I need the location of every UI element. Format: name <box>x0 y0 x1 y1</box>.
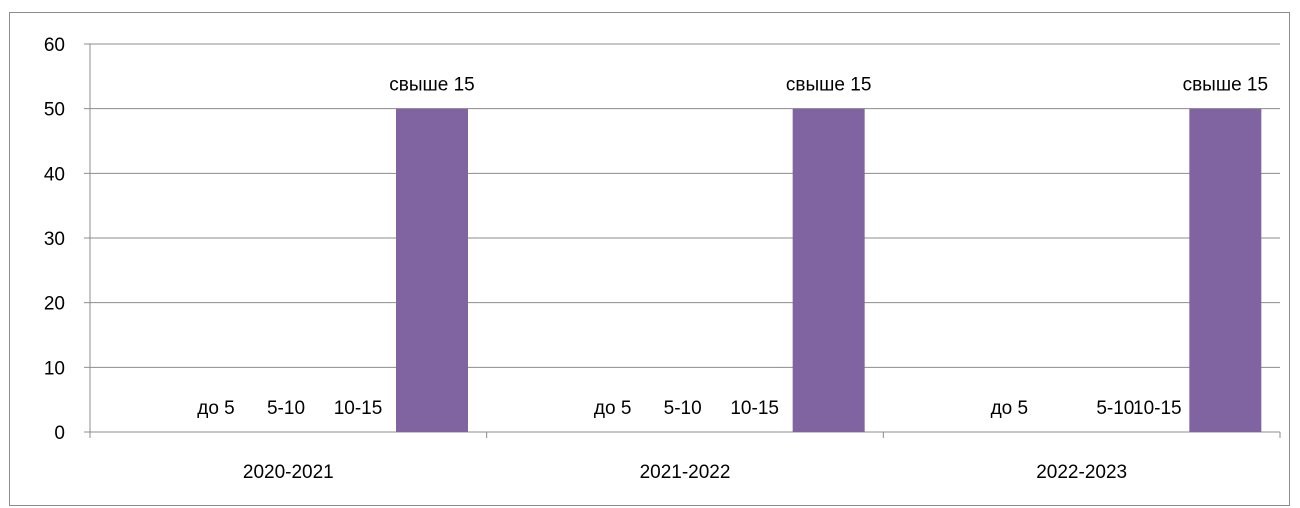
data-label: свыше 15 <box>786 75 871 96</box>
bar <box>396 108 468 433</box>
x-category-label: 2020-2021 <box>243 462 334 483</box>
x-category-label: 2021-2022 <box>640 462 731 483</box>
y-tick-label: 10 <box>44 358 65 379</box>
bar <box>792 108 865 433</box>
y-tick-label: 60 <box>44 35 65 56</box>
x-category-label: 2022-2023 <box>1036 462 1127 483</box>
data-label: 10-15 <box>334 398 383 419</box>
data-label: 5-10 <box>267 398 305 419</box>
data-label: до 5 <box>594 398 632 419</box>
y-tick-label: 50 <box>44 100 65 121</box>
y-tick-label: 30 <box>44 229 65 250</box>
chart-frame <box>9 12 1290 506</box>
data-label: свыше 15 <box>1183 75 1268 96</box>
data-label: свыше 15 <box>389 75 474 96</box>
data-label: до 5 <box>991 398 1029 419</box>
data-label: 5-10 <box>1096 398 1134 419</box>
data-label: 10-15 <box>1133 398 1182 419</box>
data-label: 5-10 <box>664 398 702 419</box>
y-tick-label: 0 <box>54 423 65 444</box>
bar <box>1189 108 1262 433</box>
y-tick-label: 20 <box>44 294 65 315</box>
data-label: 10-15 <box>730 398 779 419</box>
data-label: до 5 <box>197 398 235 419</box>
y-tick-label: 40 <box>44 164 65 185</box>
